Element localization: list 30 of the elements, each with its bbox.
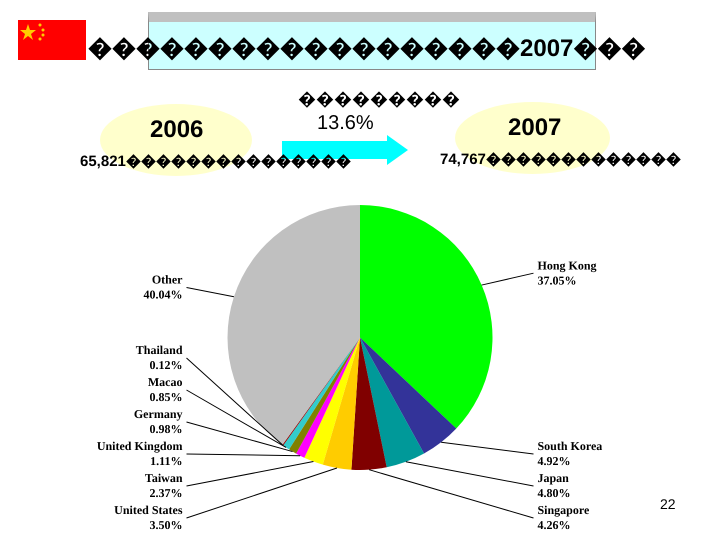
data-label: 4.26% bbox=[538, 518, 570, 532]
text: 74,767������������� bbox=[440, 150, 681, 168]
slice-label: Singapore bbox=[538, 503, 590, 518]
data-label: 1.11% bbox=[150, 454, 182, 468]
data-label: 4.80% bbox=[538, 486, 570, 500]
slice-label: Taiwan bbox=[144, 471, 183, 486]
text: 22 bbox=[660, 496, 676, 512]
data-label: 0.12% bbox=[150, 358, 182, 372]
slice-label: Japan bbox=[538, 471, 570, 486]
data-label: 40.04% bbox=[144, 288, 182, 302]
slice-label: Macao bbox=[148, 375, 182, 390]
slice-label: South Korea bbox=[538, 439, 602, 454]
text: 13.6% bbox=[317, 112, 374, 135]
slice-label: United States bbox=[114, 503, 183, 518]
text: 2007 bbox=[508, 114, 562, 142]
data-label: 0.98% bbox=[150, 422, 182, 436]
slice-label: Other bbox=[152, 272, 184, 287]
slice-label: United Kingdom bbox=[96, 439, 182, 454]
slice-label: Hong Kong bbox=[538, 258, 597, 272]
data-label: 2.37% bbox=[150, 486, 182, 500]
data-label: 3.50% bbox=[150, 518, 182, 532]
text: 2006 bbox=[150, 116, 204, 144]
slice-label: Thailand bbox=[136, 343, 183, 358]
data-label: 0.85% bbox=[150, 390, 182, 404]
chart-title: ������������������2007��� bbox=[88, 34, 646, 63]
slice-label: Germany bbox=[134, 407, 182, 422]
data-label: 4.92% bbox=[538, 454, 570, 468]
text: 65,821��������������� bbox=[80, 152, 351, 170]
text: ��������� bbox=[298, 88, 460, 110]
data-label: 37.05% bbox=[538, 273, 576, 288]
